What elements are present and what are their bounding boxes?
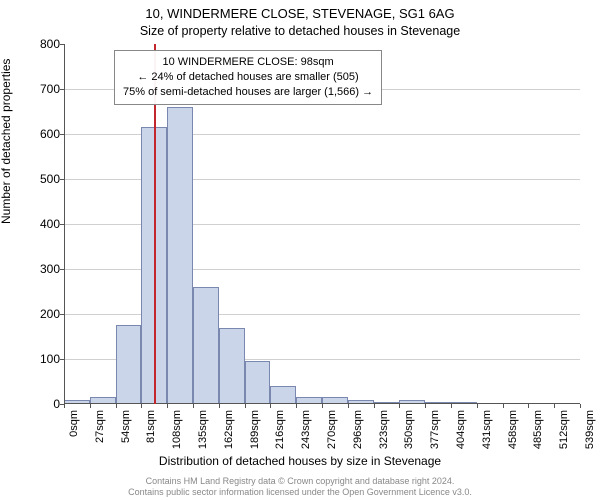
sub-title: Size of property relative to detached ho… (0, 24, 600, 38)
y-tick-mark (60, 89, 64, 90)
histogram-bar (219, 328, 245, 405)
main-title: 10, WINDERMERE CLOSE, STEVENAGE, SG1 6AG (0, 6, 600, 21)
x-tick-label: 404sqm (455, 410, 467, 454)
histogram-bar (245, 361, 271, 404)
y-axis-line (64, 44, 65, 404)
annotation-line-3: 75% of semi-detached houses are larger (… (123, 85, 373, 100)
y-tick-label: 600 (20, 127, 60, 141)
y-tick-label: 100 (20, 352, 60, 366)
x-tick-mark (245, 404, 246, 408)
footer-credit: Contains HM Land Registry data © Crown c… (0, 476, 600, 498)
x-axis-title: Distribution of detached houses by size … (0, 454, 600, 468)
x-tick-label: 216sqm (274, 410, 286, 454)
annotation-line-1: 10 WINDERMERE CLOSE: 98sqm (123, 55, 373, 70)
footer-line-1: Contains HM Land Registry data © Crown c… (0, 476, 600, 487)
y-tick-label: 500 (20, 172, 60, 186)
y-tick-mark (60, 269, 64, 270)
x-tick-label: 377sqm (429, 410, 441, 454)
x-tick-mark (451, 404, 452, 408)
x-tick-label: 81sqm (145, 410, 157, 454)
x-tick-mark (477, 404, 478, 408)
x-tick-label: 512sqm (558, 410, 570, 454)
x-tick-label: 243sqm (300, 410, 312, 454)
footer-line-2: Contains public sector information licen… (0, 487, 600, 498)
x-tick-label: 135sqm (197, 410, 209, 454)
x-tick-mark (554, 404, 555, 408)
x-tick-label: 296sqm (352, 410, 364, 454)
y-tick-mark (60, 359, 64, 360)
plot-area: 10 WINDERMERE CLOSE: 98sqm← 24% of detac… (64, 44, 580, 404)
x-tick-mark (167, 404, 168, 408)
x-tick-mark (116, 404, 117, 408)
x-tick-mark (528, 404, 529, 408)
y-tick-mark (60, 134, 64, 135)
y-tick-mark (60, 44, 64, 45)
x-tick-label: 162sqm (223, 410, 235, 454)
histogram-bar (116, 325, 142, 404)
y-tick-mark (60, 179, 64, 180)
x-tick-label: 323sqm (378, 410, 390, 454)
x-tick-mark (141, 404, 142, 408)
annotation-line-2: ← 24% of detached houses are smaller (50… (123, 70, 373, 85)
y-axis-title: Number of detached properties (0, 59, 13, 224)
y-tick-label: 400 (20, 217, 60, 231)
y-tick-mark (60, 224, 64, 225)
x-tick-mark (90, 404, 91, 408)
x-tick-mark (219, 404, 220, 408)
y-tick-label: 300 (20, 262, 60, 276)
x-tick-label: 189sqm (249, 410, 261, 454)
y-tick-label: 200 (20, 307, 60, 321)
histogram-bar (193, 287, 219, 404)
x-tick-mark (348, 404, 349, 408)
y-tick-mark (60, 314, 64, 315)
x-tick-label: 54sqm (120, 410, 132, 454)
histogram-bar (167, 107, 193, 404)
y-tick-label: 700 (20, 82, 60, 96)
x-tick-label: 27sqm (94, 410, 106, 454)
x-tick-label: 485sqm (532, 410, 544, 454)
x-tick-mark (374, 404, 375, 408)
chart-container: 10, WINDERMERE CLOSE, STEVENAGE, SG1 6AG… (0, 0, 600, 500)
x-tick-mark (193, 404, 194, 408)
y-tick-label: 800 (20, 37, 60, 51)
x-tick-mark (580, 404, 581, 408)
x-tick-mark (399, 404, 400, 408)
histogram-bar (270, 386, 296, 404)
x-tick-label: 431sqm (481, 410, 493, 454)
x-tick-label: 108sqm (171, 410, 183, 454)
x-tick-label: 0sqm (68, 410, 80, 454)
x-tick-mark (64, 404, 65, 408)
x-tick-label: 350sqm (403, 410, 415, 454)
x-tick-label: 270sqm (326, 410, 338, 454)
x-tick-mark (503, 404, 504, 408)
x-tick-label: 539sqm (584, 410, 596, 454)
annotation-box: 10 WINDERMERE CLOSE: 98sqm← 24% of detac… (114, 50, 382, 105)
x-tick-mark (270, 404, 271, 408)
x-tick-mark (425, 404, 426, 408)
x-tick-mark (322, 404, 323, 408)
x-tick-label: 458sqm (507, 410, 519, 454)
x-tick-mark (296, 404, 297, 408)
y-tick-label: 0 (20, 397, 60, 411)
